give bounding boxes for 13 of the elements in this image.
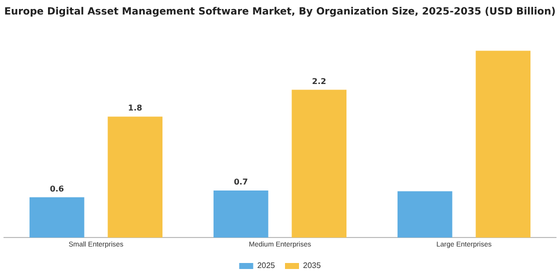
chart-title: Europe Digital Asset Management Software Market, By Organization Size, 2025-2035 (USD Billion) [4, 6, 556, 18]
data-label: 0.6 [50, 184, 64, 194]
data-label: 2.2 [312, 76, 326, 86]
bar [214, 190, 268, 238]
legend-label: 2035 [303, 261, 322, 270]
bar [292, 90, 346, 238]
data-label: 0.7 [234, 178, 248, 187]
legend-label: 2025 [257, 261, 276, 270]
bar [398, 191, 452, 238]
bar [30, 197, 84, 238]
bar [476, 50, 530, 238]
data-label: 1.8 [128, 104, 143, 113]
bar [108, 116, 162, 238]
